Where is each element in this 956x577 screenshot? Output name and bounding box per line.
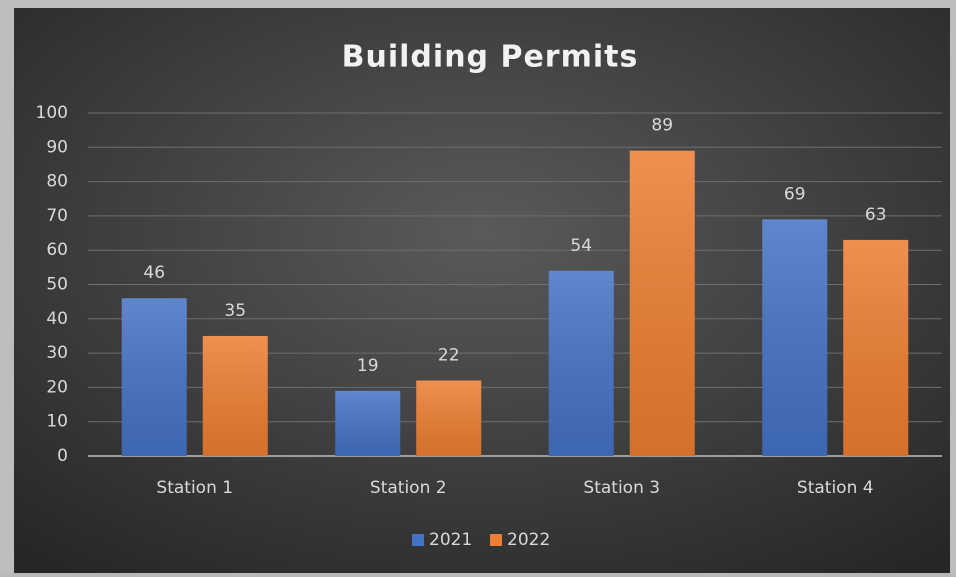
bar: [629, 150, 695, 457]
x-tick-label: Station 2: [370, 478, 447, 498]
data-label: 35: [224, 301, 246, 321]
x-tick-label: Station 1: [156, 478, 233, 498]
legend-label: 2022: [507, 530, 550, 550]
x-tick-label: Station 4: [797, 478, 874, 498]
y-tick-label: 20: [46, 377, 68, 397]
y-tick-label: 60: [46, 240, 68, 260]
y-tick-label: 70: [46, 206, 68, 226]
bar: [762, 219, 828, 456]
data-label: 46: [143, 263, 165, 283]
chart-title: Building Permits: [342, 40, 639, 75]
bar: [202, 335, 268, 456]
data-label: 63: [865, 205, 887, 225]
y-tick-label: 50: [46, 275, 68, 295]
x-tick-label: Station 3: [583, 478, 660, 498]
legend-swatch: [412, 534, 424, 546]
data-label: 69: [784, 184, 806, 204]
bar: [548, 270, 614, 456]
y-tick-label: 30: [46, 343, 68, 363]
data-label: 19: [357, 356, 379, 376]
y-tick-label: 100: [36, 103, 68, 123]
data-label: 22: [438, 346, 460, 366]
data-label: 89: [651, 116, 673, 136]
y-tick-label: 80: [46, 172, 68, 192]
y-tick-label: 90: [46, 137, 68, 157]
bar: [416, 380, 482, 456]
y-tick-label: 10: [46, 412, 68, 432]
legend-label: 2021: [429, 530, 472, 550]
bar: [335, 390, 401, 456]
bar: [121, 298, 187, 456]
legend-swatch: [490, 534, 502, 546]
y-tick-label: 40: [46, 309, 68, 329]
bar: [843, 239, 909, 456]
data-label: 54: [570, 236, 592, 256]
y-tick-label: 0: [57, 446, 68, 466]
